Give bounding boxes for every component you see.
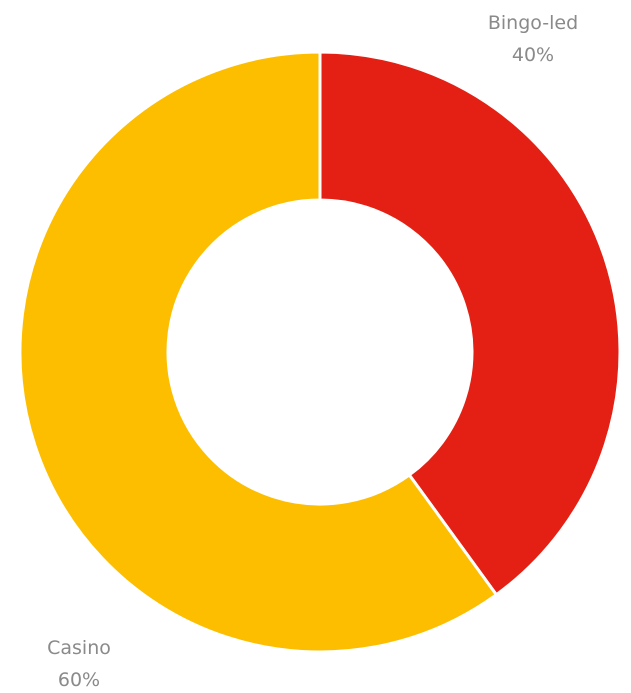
slice-value-label-bingo-led: 40% (512, 44, 554, 66)
slice-label-casino: Casino (47, 637, 111, 659)
chart-labels: Bingo-led 40% Casino 60% (47, 12, 578, 691)
slice-bingo-led (318, 50, 622, 597)
chart-slices (18, 50, 622, 654)
slice-casino (18, 50, 499, 654)
slice-label-bingo-led: Bingo-led (488, 12, 578, 34)
slice-value-label-casino: 60% (58, 669, 100, 691)
